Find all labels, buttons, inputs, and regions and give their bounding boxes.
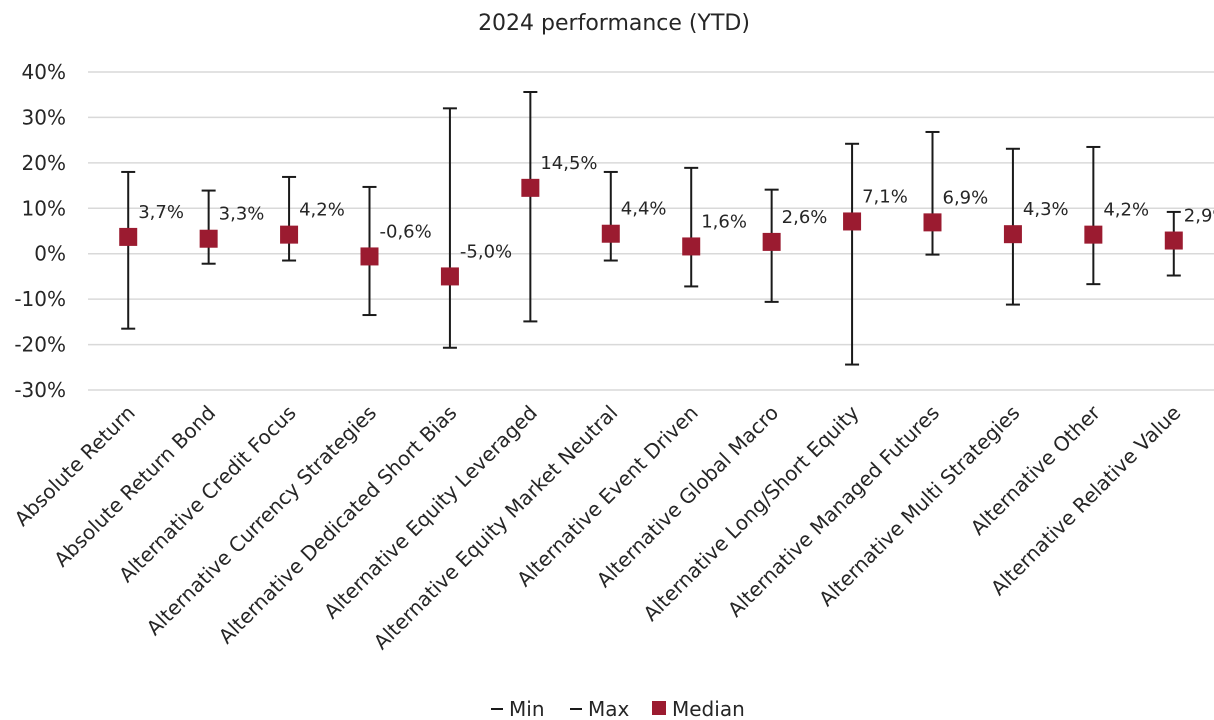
median-data-label: -0,6% bbox=[380, 221, 432, 242]
median-data-label: 6,9% bbox=[943, 187, 989, 208]
median-marker bbox=[441, 267, 459, 285]
y-tick-label: 10% bbox=[22, 196, 66, 220]
median-marker bbox=[119, 228, 137, 246]
median-marker bbox=[1165, 232, 1183, 250]
y-tick-label: 30% bbox=[22, 105, 66, 129]
legend-median-swatch bbox=[652, 701, 666, 715]
median-marker bbox=[1084, 226, 1102, 244]
median-marker bbox=[602, 225, 620, 243]
median-marker bbox=[843, 212, 861, 230]
median-markers bbox=[119, 179, 1183, 286]
median-data-label: 7,1% bbox=[862, 186, 908, 207]
median-marker bbox=[682, 237, 700, 255]
median-marker bbox=[763, 233, 781, 251]
median-data-label: -5,0% bbox=[460, 241, 512, 262]
median-marker bbox=[1004, 225, 1022, 243]
legend: Min Max Median bbox=[491, 697, 745, 720]
median-data-label: 4,2% bbox=[1103, 200, 1149, 221]
median-data-label: 4,2% bbox=[299, 200, 345, 221]
median-data-label: 2,9% bbox=[1184, 206, 1214, 227]
median-data-label: 14,5% bbox=[540, 153, 597, 174]
legend-median-label: Median bbox=[672, 697, 745, 720]
y-tick-label: -20% bbox=[14, 333, 66, 357]
median-data-label: 3,7% bbox=[138, 202, 184, 223]
legend-min-label: Min bbox=[509, 697, 545, 720]
y-tick-label: 0% bbox=[34, 242, 66, 266]
gridlines bbox=[88, 72, 1214, 390]
x-tick-label: Absolute Return Bond bbox=[49, 401, 220, 572]
median-marker bbox=[924, 213, 942, 231]
y-tick-label: -30% bbox=[14, 378, 66, 402]
y-tick-label: 20% bbox=[22, 151, 66, 175]
legend-max-label: Max bbox=[588, 697, 630, 720]
median-marker bbox=[200, 230, 218, 248]
median-data-label: 1,6% bbox=[701, 211, 747, 232]
median-marker bbox=[280, 226, 298, 244]
median-data-label: 4,3% bbox=[1023, 199, 1069, 220]
median-data-label: 2,6% bbox=[782, 207, 828, 228]
y-tick-label: -10% bbox=[14, 287, 66, 311]
median-marker bbox=[521, 179, 539, 197]
chart-title: 2024 performance (YTD) bbox=[478, 11, 750, 36]
y-axis-ticks: 40% 30% 20% 10% 0% -10% -20% -30% bbox=[14, 60, 66, 402]
median-data-label: 3,3% bbox=[219, 204, 265, 225]
y-tick-label: 40% bbox=[22, 60, 66, 84]
median-data-label: 4,4% bbox=[621, 199, 667, 220]
median-marker bbox=[361, 247, 379, 265]
